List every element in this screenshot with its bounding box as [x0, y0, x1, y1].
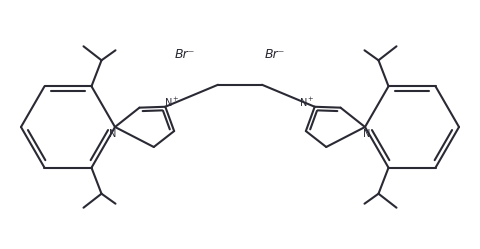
Text: Br⁻: Br⁻	[265, 48, 285, 61]
Text: N: N	[109, 129, 117, 139]
Text: Br⁻: Br⁻	[175, 48, 195, 61]
Text: N$^+$: N$^+$	[164, 96, 179, 109]
Text: N: N	[363, 129, 371, 139]
Text: N$^+$: N$^+$	[299, 96, 314, 109]
